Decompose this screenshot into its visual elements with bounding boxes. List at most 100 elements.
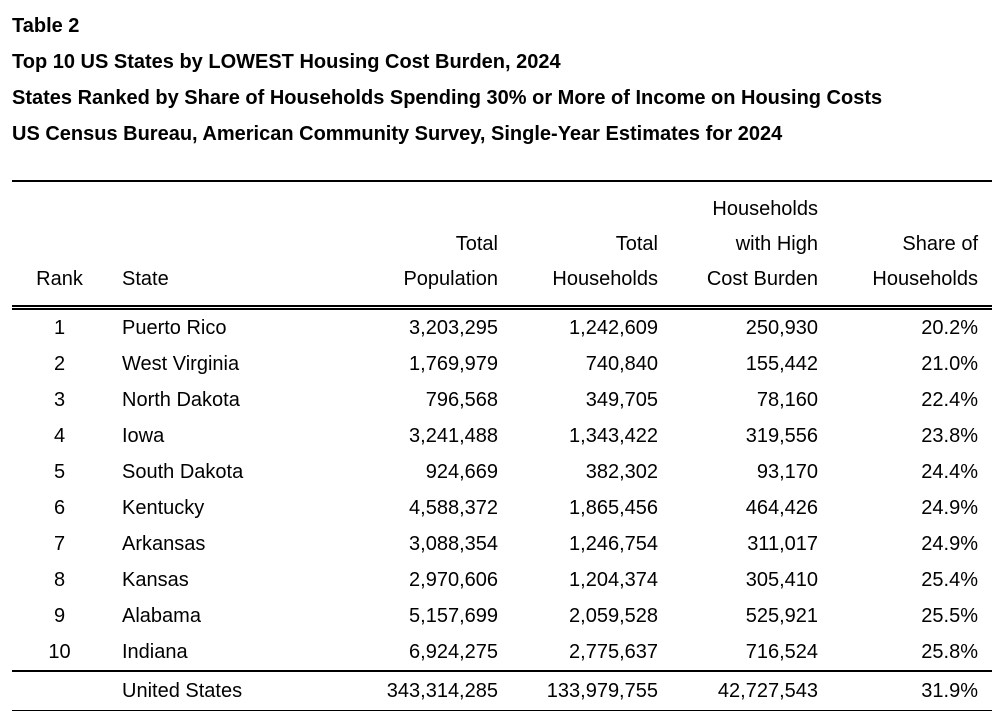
population-cell: 3,241,488: [409, 425, 498, 447]
population-cell: 924,669: [425, 461, 498, 483]
table-subtitle: States Ranked by Share of Households Spe…: [12, 87, 883, 109]
state-cell: West Virginia: [122, 353, 240, 375]
state-cell: Kansas: [122, 569, 189, 591]
population-cell: 5,157,699: [409, 605, 498, 627]
share-cell: 25.5%: [921, 605, 978, 627]
state-cell: Puerto Rico: [122, 317, 227, 339]
share-cell: 24.9%: [921, 533, 978, 555]
households-cell: 1,865,456: [569, 497, 658, 519]
table-row: 7 Arkansas 3,088,354 1,246,754 311,017 2…: [12, 526, 992, 562]
col-header-share: Share of Households: [832, 181, 992, 308]
rank-cell: 8: [53, 569, 66, 591]
table-title: Top 10 US States by LOWEST Housing Cost …: [12, 51, 561, 73]
households-cell: 1,246,754: [569, 533, 658, 555]
state-cell: Kentucky: [122, 497, 205, 519]
col-header-households: Total Households: [512, 181, 672, 308]
table-row: 6 Kentucky 4,588,372 1,865,456 464,426 2…: [12, 490, 992, 526]
burden-cell: 319,556: [745, 425, 818, 447]
header-line: Households: [552, 268, 658, 290]
table-row: 9 Alabama 5,157,699 2,059,528 525,921 25…: [12, 598, 992, 634]
population-cell: 343,314,285: [386, 680, 498, 702]
population-cell: 6,924,275: [409, 641, 498, 663]
burden-cell: 250,930: [745, 317, 818, 339]
households-cell: 349,705: [585, 389, 658, 411]
state-cell: South Dakota: [122, 461, 244, 483]
header-line: Share of: [902, 233, 978, 255]
households-cell: 1,343,422: [569, 425, 658, 447]
households-cell: 133,979,755: [546, 680, 658, 702]
table-row: 2 West Virginia 1,769,979 740,840 155,44…: [12, 346, 992, 382]
population-cell: 796,568: [425, 389, 498, 411]
state-cell: Iowa: [122, 425, 165, 447]
households-cell: 382,302: [585, 461, 658, 483]
share-cell: 20.2%: [921, 317, 978, 339]
header-line: with High: [735, 233, 818, 255]
households-cell: 2,059,528: [569, 605, 658, 627]
col-header-rank: Rank: [36, 268, 83, 290]
population-cell: 2,970,606: [409, 569, 498, 591]
households-cell: 1,204,374: [569, 569, 658, 591]
rank-cell: 4: [53, 425, 66, 447]
title-block: Table 2 Top 10 US States by LOWEST Housi…: [12, 6, 990, 152]
burden-cell: 93,170: [756, 461, 818, 483]
col-header-state: State: [122, 268, 169, 290]
header-line: Population: [403, 268, 498, 290]
table-number: Table 2: [12, 15, 80, 37]
header-line: Cost Burden: [706, 268, 818, 290]
burden-cell: 716,524: [745, 641, 818, 663]
population-cell: 3,203,295: [409, 317, 498, 339]
col-header-population: Total Population: [312, 181, 512, 308]
rank-cell: 9: [53, 605, 66, 627]
state-cell: Alabama: [122, 605, 201, 627]
state-cell: United States: [122, 680, 243, 702]
state-cell: Indiana: [122, 641, 188, 663]
burden-cell: 311,017: [747, 533, 818, 555]
share-cell: 25.4%: [921, 569, 978, 591]
population-cell: 1,769,979: [409, 353, 498, 375]
share-cell: 22.4%: [921, 389, 978, 411]
burden-cell: 305,410: [745, 569, 818, 591]
table-header: Rank State Total Population Total Househ…: [12, 181, 992, 308]
rank-cell: 7: [53, 533, 66, 555]
share-cell: 24.4%: [921, 461, 978, 483]
burden-cell: 42,727,543: [717, 680, 818, 702]
share-cell: 23.8%: [921, 425, 978, 447]
households-cell: 740,840: [585, 353, 658, 375]
header-row: Rank State Total Population Total Househ…: [12, 181, 992, 308]
table-row: 1 Puerto Rico 3,203,295 1,242,609 250,93…: [12, 308, 992, 347]
header-line: Households: [872, 268, 978, 290]
rank-cell: 3: [53, 389, 66, 411]
burden-cell: 525,921: [745, 605, 818, 627]
header-line: Total: [455, 233, 498, 255]
rank-cell: 1: [53, 317, 66, 339]
table-body: 1 Puerto Rico 3,203,295 1,242,609 250,93…: [12, 308, 992, 711]
rank-cell: 6: [53, 497, 66, 519]
households-cell: 2,775,637: [569, 641, 658, 663]
housing-cost-burden-table: Rank State Total Population Total Househ…: [12, 180, 992, 711]
rank-cell: [12, 671, 107, 711]
share-cell: 25.8%: [921, 641, 978, 663]
burden-cell: 78,160: [756, 389, 818, 411]
share-cell: 24.9%: [921, 497, 978, 519]
total-row: United States 343,314,285 133,979,755 42…: [12, 671, 992, 711]
header-line: Households: [712, 198, 818, 220]
state-cell: Arkansas: [122, 533, 206, 555]
table-row: 4 Iowa 3,241,488 1,343,422 319,556 23.8%: [12, 418, 992, 454]
burden-cell: 464,426: [745, 497, 818, 519]
population-cell: 3,088,354: [409, 533, 498, 555]
share-cell: 31.9%: [921, 680, 978, 702]
table-row: 8 Kansas 2,970,606 1,204,374 305,410 25.…: [12, 562, 992, 598]
rank-cell: 5: [53, 461, 66, 483]
table-row: 10 Indiana 6,924,275 2,775,637 716,524 2…: [12, 634, 992, 671]
burden-cell: 155,442: [745, 353, 818, 375]
households-cell: 1,242,609: [569, 317, 658, 339]
table-source: US Census Bureau, American Community Sur…: [12, 123, 783, 145]
rank-cell: 10: [48, 641, 71, 663]
table-row: 3 North Dakota 796,568 349,705 78,160 22…: [12, 382, 992, 418]
header-line: Total: [615, 233, 658, 255]
col-header-burden: Households with High Cost Burden: [672, 181, 832, 308]
rank-cell: 2: [53, 353, 66, 375]
state-cell: North Dakota: [122, 389, 240, 411]
table-row: 5 South Dakota 924,669 382,302 93,170 24…: [12, 454, 992, 490]
